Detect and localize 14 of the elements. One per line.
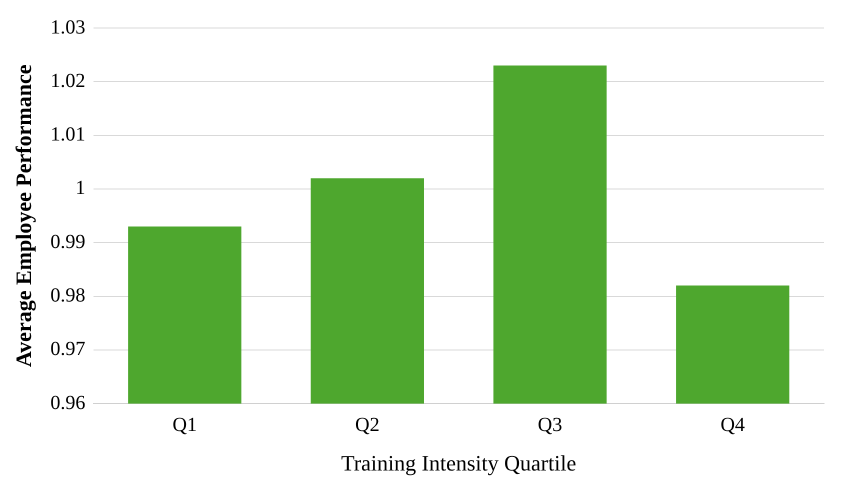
y-tick-label: 0.99 xyxy=(50,230,86,253)
x-axis-title: Training Intensity Quartile xyxy=(341,450,576,476)
x-tick-label: Q2 xyxy=(355,414,380,436)
y-axis-title: Average Employee Performance xyxy=(10,64,36,368)
x-tick-label: Q3 xyxy=(538,414,562,436)
y-tick-label: 0.97 xyxy=(50,338,86,360)
y-tick-label: 0.96 xyxy=(50,392,86,414)
x-tick-label: Q4 xyxy=(720,414,745,436)
y-tick-label: 1 xyxy=(75,177,86,200)
y-tick-label: 1.02 xyxy=(50,70,86,92)
y-tick-label: 0.98 xyxy=(50,284,86,307)
x-tick-label: Q1 xyxy=(172,414,197,436)
y-tick-label: 1.01 xyxy=(50,124,86,146)
y-tick-label: 1.03 xyxy=(50,16,86,38)
